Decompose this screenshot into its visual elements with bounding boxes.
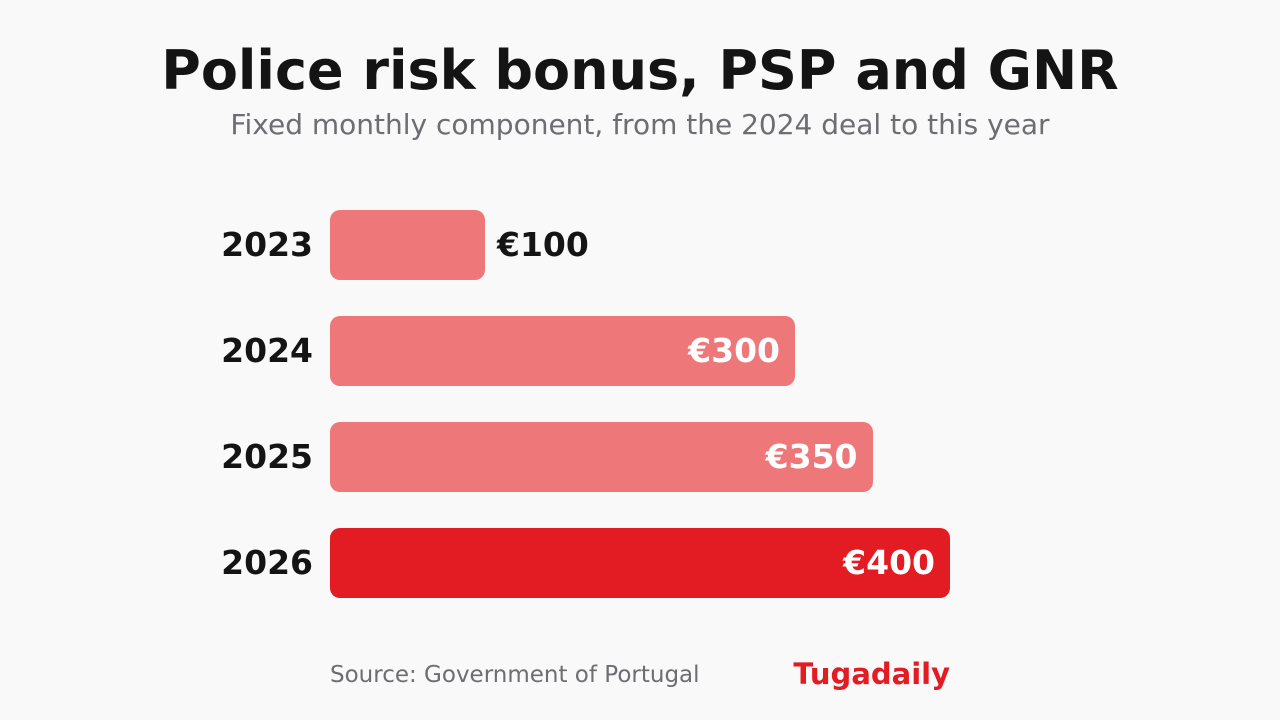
- bar-2026: [330, 528, 950, 598]
- value-label-2026: €400: [843, 543, 935, 582]
- category-label-2026: 2026: [221, 543, 313, 582]
- value-label-2023: €100: [497, 225, 589, 264]
- bar-2023: [330, 210, 485, 280]
- source-note: Source: Government of Portugal: [330, 662, 700, 688]
- category-label-2025: 2025: [221, 437, 313, 476]
- chart-subtitle: Fixed monthly component, from the 2024 d…: [230, 108, 1050, 141]
- value-label-2025: €350: [765, 437, 858, 476]
- category-label-2024: 2024: [221, 331, 313, 370]
- bar-2024: [330, 316, 795, 386]
- category-label-2023: 2023: [221, 225, 313, 264]
- value-label-2024: €300: [688, 331, 780, 370]
- chart-title: Police risk bonus, PSP and GNR: [161, 39, 1119, 102]
- brand-logo: Tugadaily: [793, 657, 950, 691]
- bar-2025: [330, 422, 873, 492]
